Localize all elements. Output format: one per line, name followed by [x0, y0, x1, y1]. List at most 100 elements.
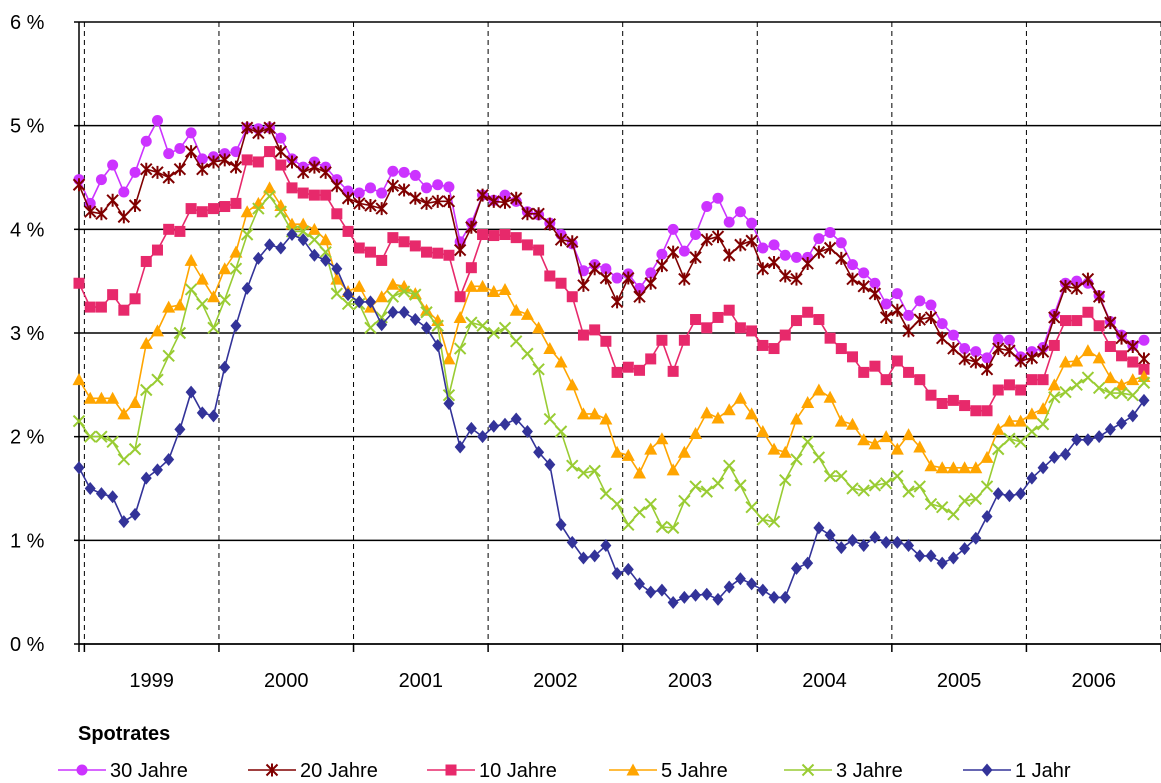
data-point: [510, 232, 522, 244]
data-point: [779, 590, 791, 604]
data-point: [970, 405, 982, 417]
data-point: [644, 442, 658, 455]
data-point: [565, 378, 579, 391]
data-point: [645, 353, 657, 365]
data-point: [465, 421, 477, 435]
data-point: [700, 485, 713, 498]
data-point: [992, 342, 1005, 356]
legend-swatch-marker: [445, 764, 457, 776]
data-point: [162, 349, 175, 363]
data-point: [150, 324, 164, 337]
data-point: [723, 304, 735, 316]
data-point: [263, 189, 276, 203]
data-point: [151, 165, 164, 179]
data-point: [421, 182, 433, 194]
data-point: [274, 205, 287, 218]
data-point: [869, 530, 881, 544]
data-point: [745, 407, 759, 420]
data-point: [644, 497, 657, 511]
data-point: [94, 391, 108, 404]
horizontal-gridlines: [79, 21, 1161, 645]
legend-swatch-marker: [76, 764, 88, 776]
data-point: [733, 391, 747, 404]
data-point: [610, 497, 624, 511]
data-point: [588, 262, 601, 276]
data-point: [375, 202, 388, 216]
data-point: [756, 513, 770, 526]
data-point: [576, 407, 590, 420]
data-point: [734, 206, 746, 218]
data-point: [1037, 374, 1049, 386]
data-point: [847, 533, 859, 547]
data-point: [1047, 378, 1061, 391]
data-point: [207, 321, 220, 335]
data-point: [1070, 378, 1083, 392]
data-point: [767, 515, 781, 528]
data-point: [533, 244, 545, 256]
data-point: [746, 577, 758, 591]
data-point: [275, 132, 287, 144]
data-point: [128, 198, 142, 212]
data-point: [162, 300, 176, 313]
data-point: [701, 587, 713, 601]
data-point: [521, 207, 534, 221]
data-point: [453, 243, 467, 257]
data-point: [397, 285, 411, 298]
series-layer: [72, 114, 1151, 610]
data-point: [286, 228, 298, 242]
data-point: [779, 473, 792, 487]
data-point: [106, 391, 120, 404]
data-point: [734, 238, 747, 252]
data-point: [903, 309, 915, 321]
data-point: [107, 289, 119, 301]
data-point: [477, 229, 489, 241]
data-point: [746, 217, 758, 229]
x-tick-label: 1999: [129, 670, 174, 692]
data-point: [992, 333, 1004, 345]
data-point: [264, 146, 276, 158]
data-point: [600, 335, 612, 347]
data-point: [509, 303, 523, 316]
data-point: [599, 271, 613, 285]
data-point: [1071, 433, 1083, 447]
data-point: [140, 471, 152, 485]
data-point: [857, 279, 870, 293]
data-point: [779, 269, 792, 283]
data-point: [980, 362, 994, 376]
data-point: [577, 278, 590, 292]
data-point: [376, 254, 388, 266]
data-point: [73, 461, 85, 475]
data-point: [914, 374, 926, 386]
data-point: [521, 239, 533, 251]
data-point: [690, 314, 702, 326]
x-tick-label: 2006: [1071, 670, 1116, 692]
data-point: [891, 303, 904, 317]
data-point: [118, 304, 130, 316]
data-point: [296, 165, 310, 179]
data-point: [252, 251, 264, 265]
data-point: [544, 458, 556, 472]
data-point: [1003, 334, 1015, 346]
data-point: [925, 549, 937, 563]
data-point: [835, 541, 847, 555]
data-point: [83, 391, 97, 404]
data-point: [364, 295, 376, 309]
data-point: [498, 195, 512, 209]
x-tick-label: 2004: [802, 670, 847, 692]
data-point: [465, 316, 478, 329]
legend-swatch-marker: [981, 763, 993, 777]
y-tick-label: 5 %: [10, 116, 45, 138]
data-point: [891, 535, 903, 549]
data-point: [151, 373, 164, 386]
data-point: [879, 310, 893, 324]
y-tick-label: 4 %: [10, 219, 45, 241]
data-point: [376, 187, 388, 199]
x-axis: 1999 2000 2001 2002 2003 2004 2005 2006: [78, 643, 1161, 692]
data-point: [947, 394, 959, 406]
data-point: [690, 588, 702, 602]
data-point: [95, 207, 108, 221]
data-point: [1116, 350, 1128, 362]
data-point: [577, 551, 589, 565]
data-point: [655, 432, 669, 445]
